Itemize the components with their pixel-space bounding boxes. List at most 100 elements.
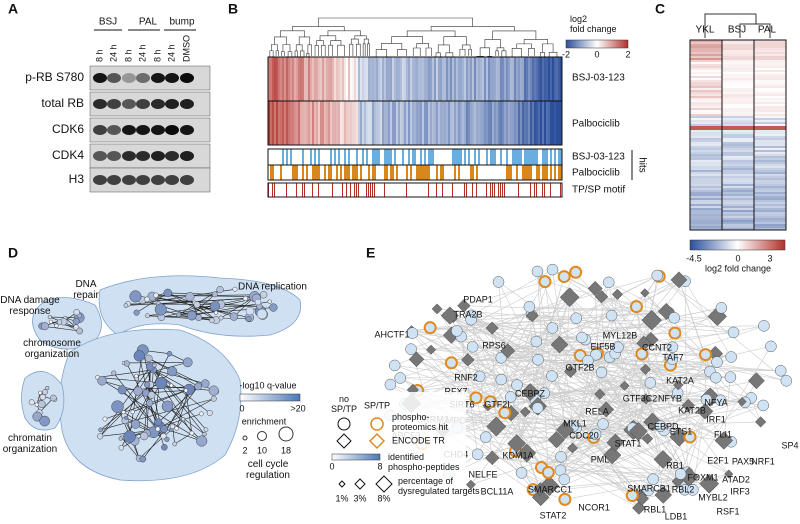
- edge: [685, 346, 772, 485]
- heat-cell: [542, 57, 544, 101]
- hit-tick: [468, 149, 470, 165]
- motif-tick: [428, 183, 429, 197]
- tick-label: 2: [625, 49, 630, 59]
- legend-text: ENCODE TR: [392, 435, 445, 445]
- branch: [314, 45, 319, 52]
- go-node: [97, 433, 104, 440]
- heat-cell: [722, 106, 754, 108]
- heat-cell: [270, 57, 272, 101]
- heat-cell: [690, 190, 722, 192]
- protein-node: [668, 312, 680, 324]
- heat-cell: [722, 50, 754, 52]
- hit-tick: [344, 165, 346, 180]
- heat-cell: [754, 172, 786, 174]
- heat-cell: [754, 112, 786, 114]
- heat-cell: [722, 228, 754, 230]
- heat-cell: [528, 57, 530, 101]
- branch: [298, 36, 311, 45]
- heat-cell: [754, 186, 786, 188]
- heat-cell: [690, 222, 722, 224]
- edge: [564, 332, 676, 480]
- tr-node: [550, 335, 569, 354]
- heat-cell: [452, 57, 454, 101]
- heat-cell: [316, 57, 318, 101]
- heat-cell: [722, 94, 754, 96]
- node-label: GTF3C2: [623, 393, 658, 403]
- hit-tick: [348, 149, 350, 165]
- heat-cell: [378, 57, 380, 101]
- protein-node: [668, 326, 682, 340]
- protein-node: [569, 265, 583, 279]
- motif-tick: [304, 183, 305, 197]
- tr-node: [465, 479, 476, 490]
- heat-cell: [690, 74, 722, 76]
- go-node: [140, 431, 149, 441]
- legend-column: no SP/TP: [331, 394, 357, 414]
- heat-cell: [722, 62, 754, 64]
- go-node: [151, 362, 157, 368]
- heat-cell: [466, 57, 468, 101]
- protein-node: [511, 379, 523, 391]
- heat-cell: [754, 222, 786, 224]
- heat-cell: [722, 112, 754, 114]
- heat-cell: [722, 58, 754, 60]
- heat-cell: [690, 88, 722, 90]
- heat-cell: [338, 57, 340, 101]
- heat-cell: [458, 101, 460, 145]
- branch: [321, 45, 326, 54]
- go-node: [160, 433, 167, 440]
- heat-cell: [304, 57, 306, 101]
- heat-cell: [690, 56, 722, 58]
- hit-tick: [526, 149, 528, 165]
- heat-cell: [754, 170, 786, 172]
- go-node: [176, 312, 182, 318]
- node-label: RB1: [666, 460, 684, 470]
- heat-cell: [722, 216, 754, 218]
- tr-node: [564, 364, 578, 378]
- heat-cell: [450, 57, 452, 101]
- hit-tick: [560, 149, 562, 165]
- heat-cell: [274, 101, 276, 145]
- tr-network: [384, 263, 793, 515]
- go-node: [123, 360, 130, 367]
- heat-cell: [690, 224, 722, 226]
- heat-cell: [540, 57, 542, 101]
- tr-node: [594, 388, 606, 400]
- protein-node: [651, 269, 664, 282]
- heat-cell: [690, 110, 722, 112]
- row-label: p-RB S780: [25, 70, 84, 84]
- protein-node: [612, 341, 624, 353]
- hit-tick: [516, 149, 518, 165]
- heat-cell: [558, 57, 560, 101]
- heat-cell: [722, 162, 754, 164]
- legend-symbol: [337, 417, 351, 431]
- branch: [406, 30, 456, 37]
- heat-cell: [754, 168, 786, 170]
- node-label: STAT1: [615, 438, 642, 448]
- heat-cell: [722, 114, 754, 116]
- heat-cell: [754, 54, 786, 56]
- heat-cell: [754, 62, 786, 64]
- heat-cell: [334, 101, 336, 145]
- hit-tick: [356, 149, 358, 165]
- hit-tick: [544, 149, 546, 165]
- heat-cell: [722, 150, 754, 152]
- heat-cell: [446, 57, 448, 101]
- go-node: [193, 301, 201, 308]
- edge: [470, 269, 553, 316]
- motif-tick: [366, 183, 367, 197]
- branch: [443, 36, 467, 45]
- go-node: [34, 402, 39, 407]
- heat-cell: [722, 208, 754, 210]
- heat-cell: [754, 118, 786, 120]
- go-node: [160, 425, 168, 433]
- heat-cell: [722, 168, 754, 170]
- heat-cell: [690, 86, 722, 88]
- heat-cell: [466, 101, 468, 145]
- heat-cell: [690, 52, 722, 54]
- heat-cell: [322, 101, 324, 145]
- go-node: [45, 385, 50, 391]
- go-node: [39, 393, 46, 401]
- node-label: AHCTF1: [374, 329, 409, 339]
- heat-cell: [290, 57, 292, 101]
